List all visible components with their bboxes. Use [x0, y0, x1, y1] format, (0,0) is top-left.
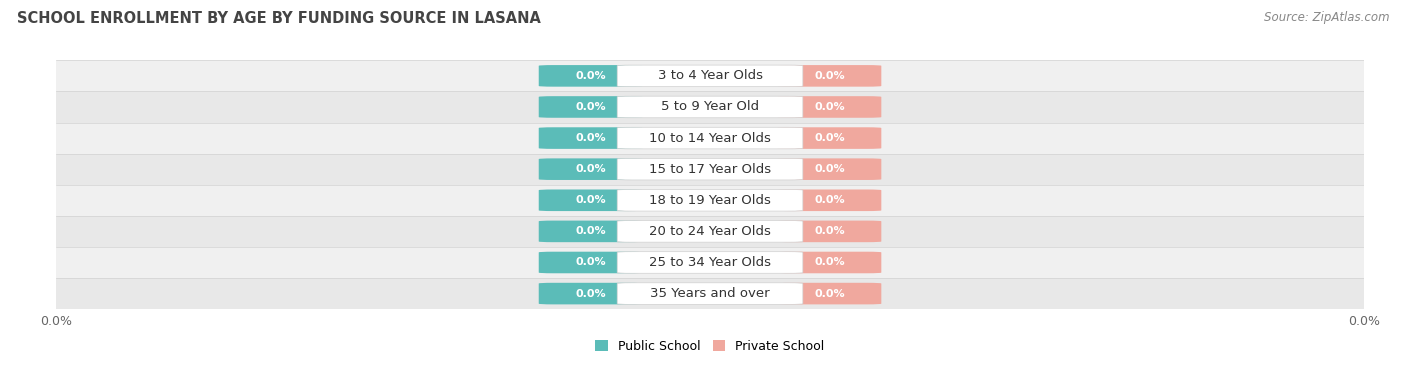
Text: 3 to 4 Year Olds: 3 to 4 Year Olds — [658, 69, 762, 82]
FancyBboxPatch shape — [778, 252, 882, 273]
Text: 5 to 9 Year Old: 5 to 9 Year Old — [661, 101, 759, 113]
Text: 0.0%: 0.0% — [575, 195, 606, 205]
FancyBboxPatch shape — [538, 221, 643, 242]
FancyBboxPatch shape — [778, 65, 882, 87]
FancyBboxPatch shape — [617, 283, 803, 304]
Text: Source: ZipAtlas.com: Source: ZipAtlas.com — [1264, 11, 1389, 24]
Text: 15 to 17 Year Olds: 15 to 17 Year Olds — [650, 163, 770, 176]
FancyBboxPatch shape — [778, 221, 882, 242]
FancyBboxPatch shape — [617, 190, 803, 211]
Text: 0.0%: 0.0% — [575, 102, 606, 112]
Bar — [56, 92, 1364, 123]
Text: 0.0%: 0.0% — [575, 164, 606, 174]
Text: 0.0%: 0.0% — [575, 226, 606, 236]
Text: 0.0%: 0.0% — [575, 133, 606, 143]
FancyBboxPatch shape — [538, 283, 643, 304]
Text: 0.0%: 0.0% — [814, 164, 845, 174]
FancyBboxPatch shape — [778, 127, 882, 149]
Bar — [56, 278, 1364, 309]
FancyBboxPatch shape — [617, 127, 803, 149]
Text: 0.0%: 0.0% — [814, 257, 845, 268]
Bar — [56, 247, 1364, 278]
FancyBboxPatch shape — [617, 96, 803, 118]
FancyBboxPatch shape — [778, 96, 882, 118]
FancyBboxPatch shape — [617, 65, 803, 87]
Text: 0.0%: 0.0% — [575, 288, 606, 299]
FancyBboxPatch shape — [538, 190, 643, 211]
Text: 0.0%: 0.0% — [814, 102, 845, 112]
Bar — [56, 216, 1364, 247]
FancyBboxPatch shape — [538, 96, 643, 118]
Text: 0.0%: 0.0% — [814, 288, 845, 299]
FancyBboxPatch shape — [538, 127, 643, 149]
Text: SCHOOL ENROLLMENT BY AGE BY FUNDING SOURCE IN LASANA: SCHOOL ENROLLMENT BY AGE BY FUNDING SOUR… — [17, 11, 541, 26]
FancyBboxPatch shape — [778, 283, 882, 304]
Text: 0.0%: 0.0% — [814, 133, 845, 143]
Bar — [56, 154, 1364, 185]
Text: 0.0%: 0.0% — [575, 257, 606, 268]
FancyBboxPatch shape — [538, 252, 643, 273]
FancyBboxPatch shape — [617, 221, 803, 242]
FancyBboxPatch shape — [778, 158, 882, 180]
Text: 25 to 34 Year Olds: 25 to 34 Year Olds — [650, 256, 770, 269]
Text: 0.0%: 0.0% — [814, 71, 845, 81]
FancyBboxPatch shape — [617, 158, 803, 180]
Text: 35 Years and over: 35 Years and over — [650, 287, 770, 300]
FancyBboxPatch shape — [778, 190, 882, 211]
FancyBboxPatch shape — [538, 158, 643, 180]
Bar — [56, 123, 1364, 154]
Text: 20 to 24 Year Olds: 20 to 24 Year Olds — [650, 225, 770, 238]
Text: 10 to 14 Year Olds: 10 to 14 Year Olds — [650, 132, 770, 144]
Text: 0.0%: 0.0% — [575, 71, 606, 81]
Bar — [56, 60, 1364, 92]
Text: 18 to 19 Year Olds: 18 to 19 Year Olds — [650, 194, 770, 207]
Legend: Public School, Private School: Public School, Private School — [591, 335, 830, 358]
FancyBboxPatch shape — [617, 252, 803, 273]
Bar — [56, 185, 1364, 216]
Text: 0.0%: 0.0% — [814, 195, 845, 205]
Text: 0.0%: 0.0% — [814, 226, 845, 236]
FancyBboxPatch shape — [538, 65, 643, 87]
